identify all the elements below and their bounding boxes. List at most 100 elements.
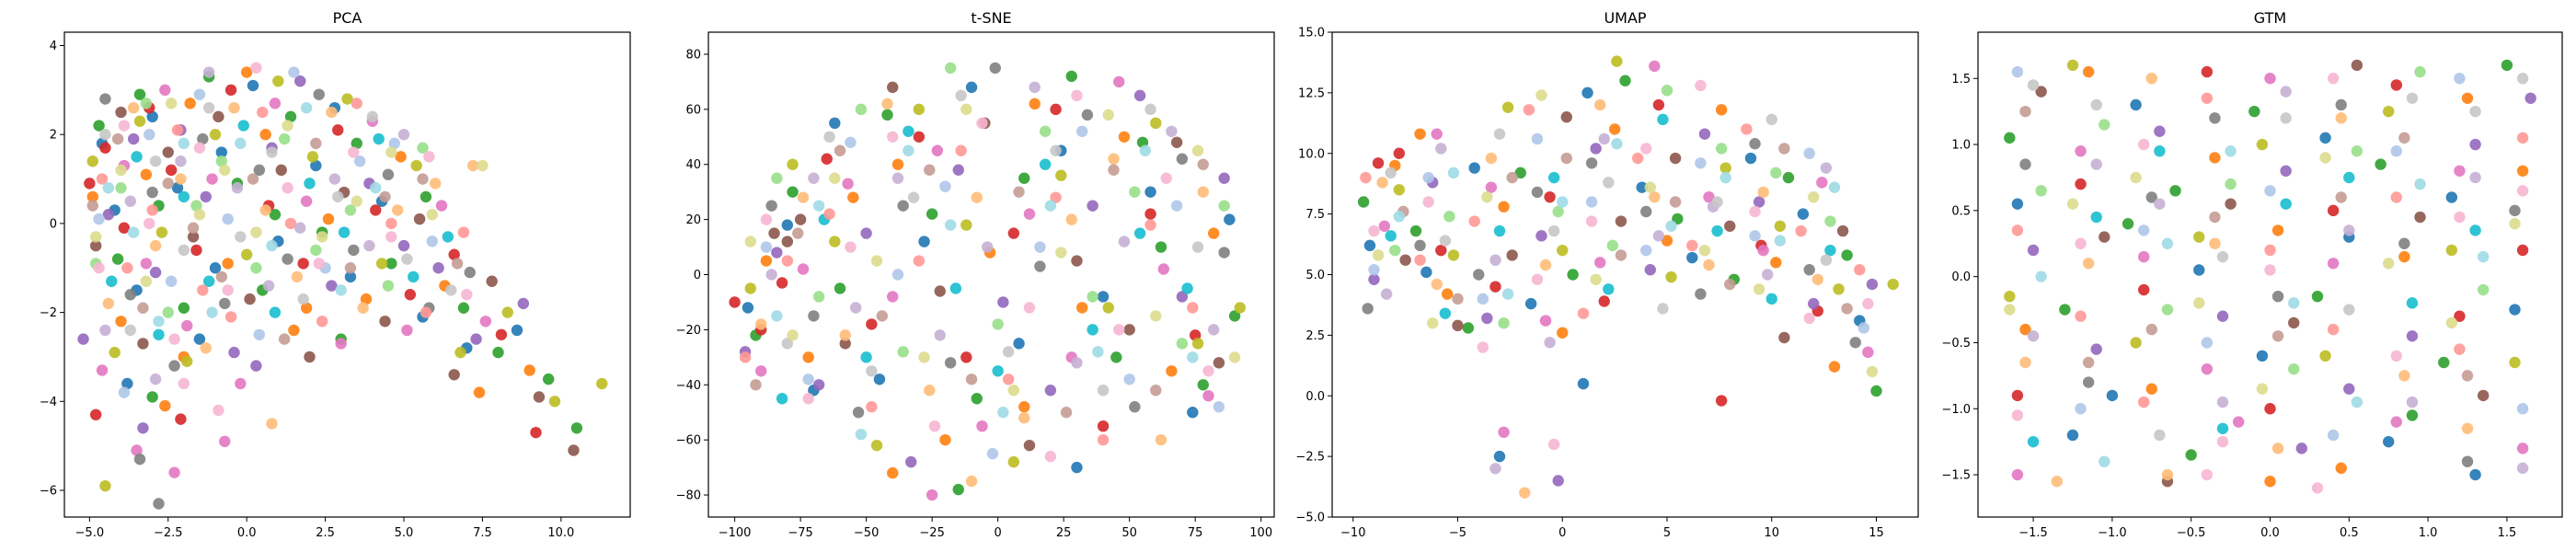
scatter-point bbox=[2019, 105, 2031, 118]
scatter-point bbox=[1427, 317, 1439, 329]
scatter-point bbox=[776, 277, 788, 289]
scatter-point bbox=[1854, 264, 1866, 276]
scatter-point bbox=[348, 146, 360, 158]
scatter-point bbox=[2406, 409, 2419, 421]
scatter-point bbox=[1577, 377, 1590, 390]
scatter-point bbox=[834, 144, 846, 156]
scatter-point bbox=[370, 182, 382, 194]
scatter-point bbox=[272, 75, 284, 87]
scatter-series bbox=[86, 75, 608, 492]
scatter-series bbox=[1368, 132, 1870, 334]
y-tick-label: 15.0 bbox=[1298, 27, 1325, 40]
scatter-series bbox=[106, 120, 454, 340]
scatter-point bbox=[1711, 224, 1723, 237]
scatter-point bbox=[2327, 204, 2340, 217]
scatter-point bbox=[2051, 476, 2064, 488]
scatter-point bbox=[2264, 403, 2276, 415]
scatter-point bbox=[1462, 322, 1475, 334]
scatter-point bbox=[1703, 190, 1715, 203]
scatter-point bbox=[1652, 98, 1665, 111]
scatter-point bbox=[1539, 259, 1552, 271]
scatter-point bbox=[765, 269, 777, 281]
x-tick-label: 1.0 bbox=[2419, 526, 2438, 540]
x-tick-label: −1.0 bbox=[2098, 526, 2127, 540]
scatter-point bbox=[326, 280, 338, 292]
scatter-point bbox=[1498, 317, 1510, 329]
scatter-point bbox=[760, 213, 773, 225]
scatter-point bbox=[1123, 324, 1135, 336]
y-tick-label: 0.5 bbox=[1951, 204, 1971, 218]
scatter-point bbox=[802, 374, 814, 385]
scatter-point bbox=[2280, 86, 2292, 98]
chart-title: UMAP bbox=[1604, 9, 1646, 27]
scatter-point bbox=[729, 296, 741, 308]
scatter-point bbox=[1594, 98, 1606, 111]
scatter-point bbox=[193, 142, 206, 154]
scatter-point bbox=[1836, 224, 1849, 237]
scatter-point bbox=[401, 324, 413, 337]
scatter-point bbox=[1489, 463, 1501, 475]
scatter-point bbox=[1191, 144, 1204, 156]
scatter-point bbox=[1420, 266, 1432, 279]
scatter-point bbox=[149, 373, 162, 385]
scatter-point bbox=[2516, 462, 2529, 475]
scatter-point bbox=[448, 369, 460, 381]
scatter-point bbox=[1644, 181, 1657, 193]
scatter-point bbox=[1447, 167, 1460, 179]
scatter-point bbox=[2264, 185, 2276, 197]
scatter-point bbox=[159, 84, 171, 97]
scatter-point bbox=[370, 204, 382, 216]
scatter-point bbox=[2516, 443, 2529, 454]
scatter-series bbox=[739, 89, 1230, 468]
scatter-point bbox=[259, 129, 271, 141]
scatter-point bbox=[2011, 389, 2024, 402]
scatter-point bbox=[187, 222, 200, 234]
scatter-point bbox=[849, 302, 862, 314]
scatter-point bbox=[306, 151, 319, 163]
x-tick-label: 7.5 bbox=[473, 526, 492, 540]
scatter-point bbox=[2383, 258, 2395, 270]
scatter-point bbox=[178, 377, 190, 390]
scatter-point bbox=[228, 101, 240, 114]
scatter-point bbox=[986, 447, 999, 460]
scatter-point bbox=[397, 129, 410, 141]
scatter-point bbox=[310, 159, 322, 172]
scatter-point bbox=[144, 129, 155, 141]
scatter-point bbox=[834, 282, 846, 294]
scatter-point bbox=[1493, 128, 1506, 140]
scatter-point bbox=[1187, 407, 1199, 419]
scatter-point bbox=[1598, 295, 1610, 307]
scatter-point bbox=[1002, 374, 1015, 385]
scatter-point bbox=[442, 231, 454, 243]
scatter-point bbox=[2075, 310, 2087, 322]
scatter-point bbox=[344, 204, 357, 216]
scatter-point bbox=[1191, 241, 1204, 253]
scatter-point bbox=[934, 329, 946, 341]
scatter-point bbox=[262, 280, 275, 292]
scatter-point bbox=[1097, 291, 1110, 303]
scatter-point bbox=[1857, 322, 1870, 334]
scatter-point bbox=[1557, 327, 1569, 339]
x-tick-label: 100 bbox=[1249, 526, 1272, 540]
scatter-point bbox=[808, 172, 820, 184]
scatter-point bbox=[385, 146, 397, 158]
scatter-point bbox=[1501, 101, 1514, 113]
scatter-point bbox=[1841, 249, 1853, 261]
scatter-point bbox=[1368, 224, 1380, 237]
scatter-point bbox=[2161, 304, 2174, 316]
scatter-point bbox=[952, 483, 964, 496]
scatter-point bbox=[492, 346, 504, 359]
scatter-point bbox=[1489, 254, 1501, 266]
scatter-point bbox=[1208, 227, 1220, 239]
scatter-series bbox=[2011, 65, 2529, 442]
scatter-point bbox=[2027, 435, 2040, 448]
scatter-point bbox=[326, 106, 338, 119]
scatter-point bbox=[168, 360, 180, 372]
scatter-point bbox=[96, 173, 109, 185]
scatter-point bbox=[823, 131, 835, 143]
scatter-point bbox=[1023, 208, 1036, 220]
scatter-point bbox=[413, 213, 426, 225]
scatter-point bbox=[1431, 128, 1443, 140]
scatter-series bbox=[781, 89, 1204, 397]
y-tick-label: 0 bbox=[50, 217, 57, 231]
